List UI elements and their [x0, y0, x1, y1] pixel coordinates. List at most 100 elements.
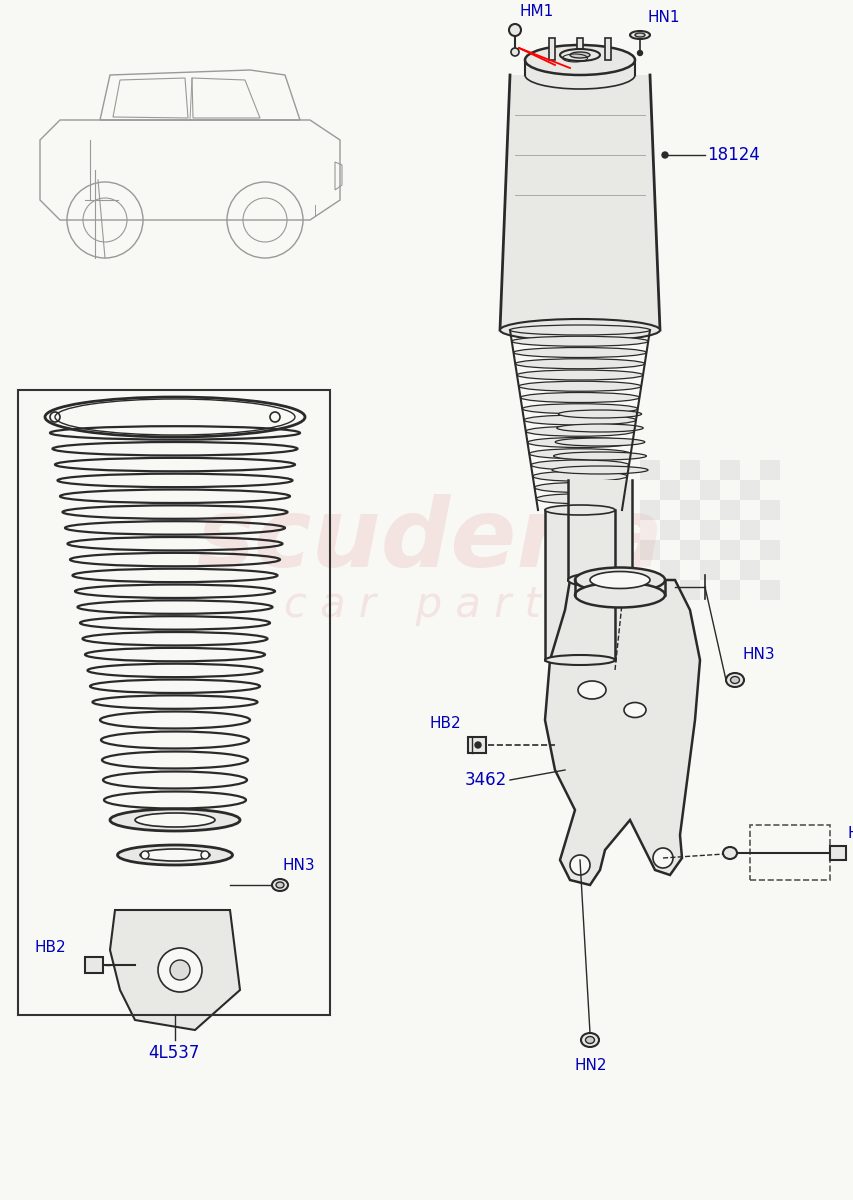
Ellipse shape — [544, 505, 614, 515]
Ellipse shape — [560, 49, 600, 61]
Bar — [740, 580, 759, 600]
Bar — [679, 460, 699, 480]
Ellipse shape — [580, 1033, 598, 1046]
Polygon shape — [544, 580, 699, 884]
Ellipse shape — [140, 848, 210, 860]
Bar — [639, 560, 659, 580]
Ellipse shape — [536, 493, 623, 504]
Bar — [604, 38, 610, 60]
Bar — [759, 580, 779, 600]
Ellipse shape — [509, 325, 649, 335]
Ellipse shape — [558, 410, 641, 418]
Bar — [740, 540, 759, 560]
Ellipse shape — [574, 582, 664, 607]
Ellipse shape — [722, 847, 736, 859]
Bar — [679, 580, 699, 600]
Ellipse shape — [729, 677, 739, 684]
Circle shape — [636, 50, 641, 55]
Bar — [699, 540, 719, 560]
Bar — [740, 460, 759, 480]
Text: HM1: HM1 — [519, 5, 554, 19]
Circle shape — [661, 152, 667, 158]
Bar — [699, 480, 719, 500]
Bar — [659, 580, 679, 600]
Ellipse shape — [518, 382, 641, 391]
Bar — [639, 500, 659, 520]
Ellipse shape — [531, 460, 629, 470]
Circle shape — [474, 742, 480, 748]
Polygon shape — [499, 74, 659, 330]
Circle shape — [569, 854, 589, 875]
Bar — [659, 500, 679, 520]
Text: c a r   p a r t s: c a r p a r t s — [284, 584, 575, 626]
Ellipse shape — [524, 415, 635, 425]
Bar — [639, 520, 659, 540]
Bar — [659, 480, 679, 500]
Bar — [719, 560, 740, 580]
Ellipse shape — [553, 452, 646, 460]
Bar — [639, 460, 659, 480]
Ellipse shape — [551, 466, 647, 474]
Circle shape — [508, 24, 520, 36]
Ellipse shape — [499, 319, 659, 341]
Polygon shape — [567, 480, 631, 580]
Text: 18124: 18124 — [706, 146, 759, 164]
Bar — [18, 390, 329, 1015]
Circle shape — [141, 851, 148, 859]
Bar — [699, 560, 719, 580]
Polygon shape — [110, 910, 240, 1030]
Bar — [719, 580, 740, 600]
Ellipse shape — [511, 336, 647, 347]
Circle shape — [158, 948, 202, 992]
Text: HN3: HN3 — [742, 648, 775, 662]
Circle shape — [510, 48, 519, 56]
Bar — [740, 500, 759, 520]
Bar — [759, 480, 779, 500]
Circle shape — [200, 851, 209, 859]
Ellipse shape — [525, 44, 635, 74]
Ellipse shape — [525, 61, 635, 89]
Bar — [719, 460, 740, 480]
Circle shape — [170, 960, 189, 980]
Bar — [467, 737, 485, 754]
Bar — [719, 520, 740, 540]
Text: 3462: 3462 — [464, 770, 507, 790]
Ellipse shape — [516, 370, 642, 380]
Ellipse shape — [532, 472, 626, 481]
Bar — [719, 540, 740, 560]
Bar — [679, 540, 699, 560]
Bar — [759, 520, 779, 540]
Bar — [740, 480, 759, 500]
Bar — [577, 38, 583, 60]
Text: HB2: HB2 — [430, 715, 461, 731]
Bar — [659, 560, 679, 580]
Bar — [829, 846, 845, 860]
Bar — [740, 520, 759, 540]
Ellipse shape — [624, 702, 645, 718]
Ellipse shape — [522, 403, 637, 414]
Bar — [749, 826, 829, 880]
Ellipse shape — [556, 424, 642, 432]
Ellipse shape — [574, 568, 664, 593]
Bar — [85, 956, 103, 973]
Ellipse shape — [118, 845, 232, 865]
Bar — [659, 540, 679, 560]
Ellipse shape — [544, 655, 614, 665]
Ellipse shape — [725, 673, 743, 686]
Ellipse shape — [534, 482, 624, 492]
Bar — [679, 560, 699, 580]
Text: HB2: HB2 — [35, 940, 67, 954]
Bar — [759, 460, 779, 480]
Bar — [659, 520, 679, 540]
Text: HB1: HB1 — [847, 826, 853, 840]
Circle shape — [653, 848, 672, 868]
Ellipse shape — [630, 31, 649, 38]
Bar — [719, 480, 740, 500]
Text: HN3: HN3 — [282, 858, 316, 872]
Bar — [699, 520, 719, 540]
Ellipse shape — [513, 348, 646, 358]
Bar — [639, 480, 659, 500]
Bar — [740, 560, 759, 580]
Text: 4L537: 4L537 — [148, 1044, 199, 1062]
Bar — [548, 38, 554, 60]
